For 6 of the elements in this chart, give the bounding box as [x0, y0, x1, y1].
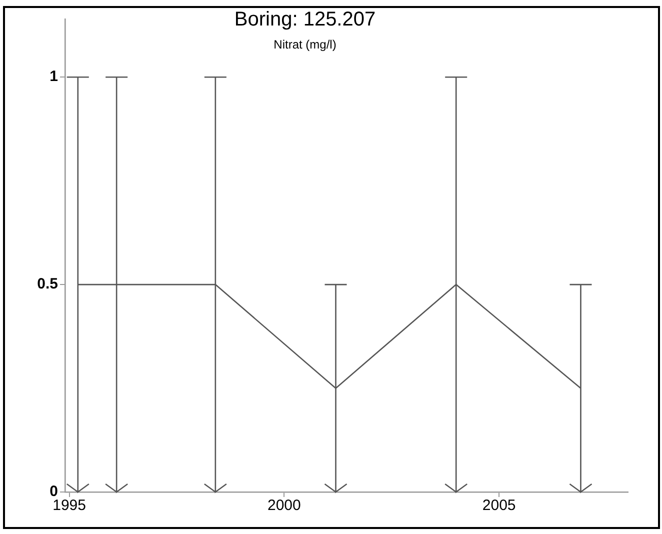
- text: Nitrat (mg/l): [274, 37, 336, 52]
- x-tick-label: 2005: [482, 497, 516, 514]
- chart-title: Boring: 125.207: [234, 8, 376, 31]
- y-tick-label: 0.5: [37, 276, 58, 293]
- y-tick-label: 1: [50, 68, 58, 86]
- x-tick-label: 2000: [267, 497, 301, 514]
